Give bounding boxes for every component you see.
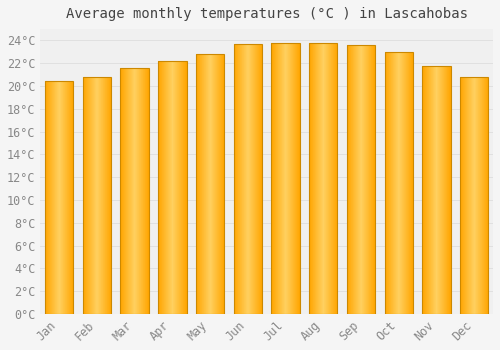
Bar bbox=[196, 54, 224, 314]
Bar bbox=[384, 52, 413, 314]
Bar bbox=[120, 68, 149, 314]
Bar bbox=[83, 77, 111, 314]
Bar bbox=[309, 43, 338, 314]
Bar bbox=[45, 82, 74, 314]
Bar bbox=[347, 45, 375, 314]
Bar bbox=[234, 44, 262, 314]
Bar bbox=[158, 61, 186, 314]
Bar bbox=[460, 77, 488, 314]
Bar bbox=[422, 65, 450, 314]
Bar bbox=[272, 43, 299, 314]
Title: Average monthly temperatures (°C ) in Lascahobas: Average monthly temperatures (°C ) in La… bbox=[66, 7, 468, 21]
